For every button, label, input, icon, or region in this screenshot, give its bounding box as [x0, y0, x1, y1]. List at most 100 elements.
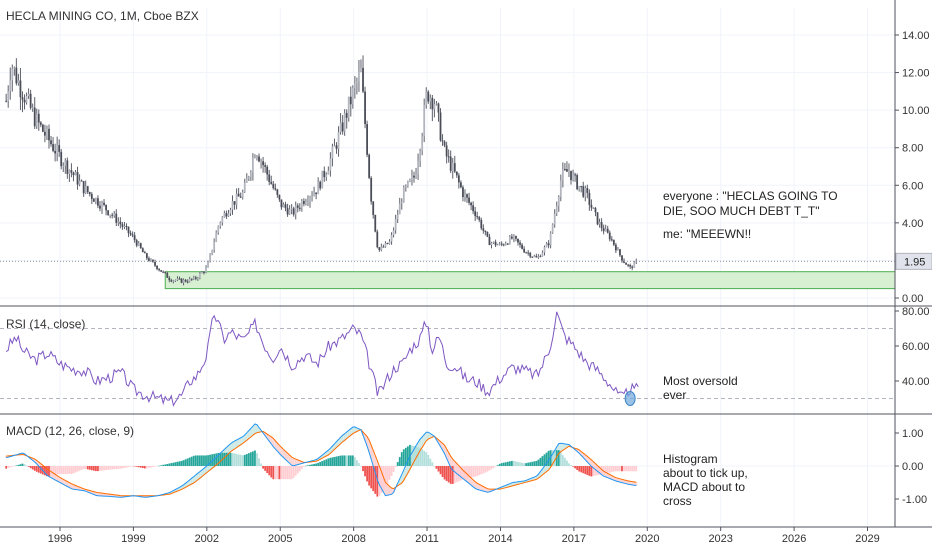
price-candle-body [580, 186, 583, 188]
macd-histogram-bar [555, 450, 558, 466]
macd-histogram-bar [496, 465, 499, 466]
price-candle-body [239, 196, 242, 198]
macd-histogram-bar [166, 463, 169, 466]
macd-histogram-bar [523, 463, 526, 466]
price-candle-body [472, 205, 475, 212]
price-candle-body [588, 192, 591, 205]
price-candle-body [404, 186, 407, 188]
price-candle-body [486, 232, 489, 237]
macd-histogram-bar [182, 460, 185, 466]
price-candle-body [510, 236, 513, 239]
macd-histogram-bar [435, 466, 438, 469]
macd-histogram-bar [374, 466, 377, 494]
price-candle-body [468, 197, 470, 203]
macd-histogram-bar [551, 450, 554, 466]
macd-histogram-bar [462, 466, 464, 480]
macd-histogram-bar [192, 455, 195, 466]
macd-histogram-bar [311, 464, 313, 466]
macd-histogram-bar [143, 466, 146, 469]
price-candle-body [341, 122, 344, 132]
macd-histogram-bar [364, 466, 366, 477]
macd-histogram-bar [280, 466, 283, 480]
rsi-pane[interactable]: RSI (14, close) Most oversold ever [0, 311, 895, 407]
price-candle-body [80, 180, 83, 182]
price-candle-body [141, 248, 144, 253]
macd-histogram-bar [584, 466, 587, 475]
price-candle-body [166, 272, 169, 278]
macd-pane[interactable]: MACD (12, 26, close, 9) Histogram about … [0, 423, 895, 508]
price-candle-body [280, 199, 283, 208]
macd-histogram-bar [229, 452, 232, 466]
price-candle-body [288, 209, 291, 215]
macd-histogram-bar [529, 462, 532, 466]
macd-histogram-bar [541, 456, 544, 466]
price-candle-body [158, 269, 161, 271]
macd-histogram-bar [445, 466, 448, 481]
macd-histogram-bar [429, 458, 432, 466]
price-candle-body [103, 202, 105, 205]
price-candle-body [31, 107, 34, 109]
macd-histogram-bar [488, 466, 491, 471]
macd-histogram-bar [574, 466, 576, 469]
macd-histogram-bar [129, 466, 132, 467]
macd-histogram-bar [162, 464, 165, 466]
macd-histogram-bar [39, 466, 42, 474]
macd-histogram-bar [88, 466, 91, 470]
macd-histogram-bar [498, 463, 501, 466]
rsi-axis[interactable]: 80.00 60.00 40.00 [895, 306, 930, 388]
price-candle-body [37, 113, 40, 123]
price-candle-body [227, 213, 230, 217]
price-axis-label: 0.00 [902, 293, 923, 305]
price-candle-body [419, 150, 422, 161]
macd-histogram-bar [572, 466, 574, 467]
price-candle-body [600, 222, 603, 229]
time-axis[interactable]: 1996 1999 2002 2005 2008 2011 2014 2017 2020 2023… [48, 527, 880, 545]
price-candle-body [178, 278, 181, 280]
price-candle-body [39, 122, 42, 125]
price-candle-body [213, 241, 216, 250]
price-candle-body [262, 161, 265, 166]
price-candle-body [411, 175, 413, 180]
price-candle-body [545, 243, 548, 248]
macd-histogram-bar [353, 457, 356, 466]
price-candle-body [162, 271, 165, 273]
macd-histogram-bar [235, 453, 238, 466]
price-candle-body [127, 226, 130, 234]
price-candle-body [513, 235, 515, 239]
macd-histogram-bar [427, 455, 430, 466]
price-candle-body [131, 234, 134, 236]
macd-histogram-bar [137, 466, 140, 468]
price-candle-body [441, 140, 444, 142]
price-candle-body [111, 214, 114, 216]
price-candle-body [292, 208, 295, 215]
price-candle-body [576, 175, 579, 190]
price-candle-body [286, 208, 289, 215]
price-candle-body [433, 103, 436, 110]
price-candle-body [9, 80, 12, 92]
macd-histogram-bar [286, 466, 289, 480]
macd-histogram-bar [433, 466, 436, 467]
price-candle-body [406, 181, 409, 187]
price-pane[interactable]: HECLA MINING CO, 1M, Cboe BZX everyone :… [0, 8, 896, 527]
macd-histogram-bar [586, 466, 589, 475]
price-candle-body [192, 277, 195, 280]
macd-histogram-bar [515, 461, 517, 466]
price-candle-body [592, 207, 595, 209]
price-candle-body [329, 158, 332, 171]
price-axis-label: 6.00 [902, 180, 923, 192]
price-candle-body [500, 243, 503, 245]
price-candle-body [555, 206, 558, 214]
macd-histogram-bar [13, 466, 16, 467]
macd-axis[interactable]: 1.00 0.00 -1.00 [895, 428, 927, 506]
price-candle-body [364, 91, 366, 125]
price-candle-body [184, 279, 187, 282]
price-candle-body [392, 230, 395, 235]
macd-histogram-bar [196, 455, 199, 466]
macd-histogram-bar [33, 466, 36, 471]
macd-histogram-bar [274, 466, 277, 480]
price-candle-body [123, 225, 126, 227]
price-candle-body [182, 279, 185, 283]
time-axis-label: 2014 [488, 533, 512, 545]
